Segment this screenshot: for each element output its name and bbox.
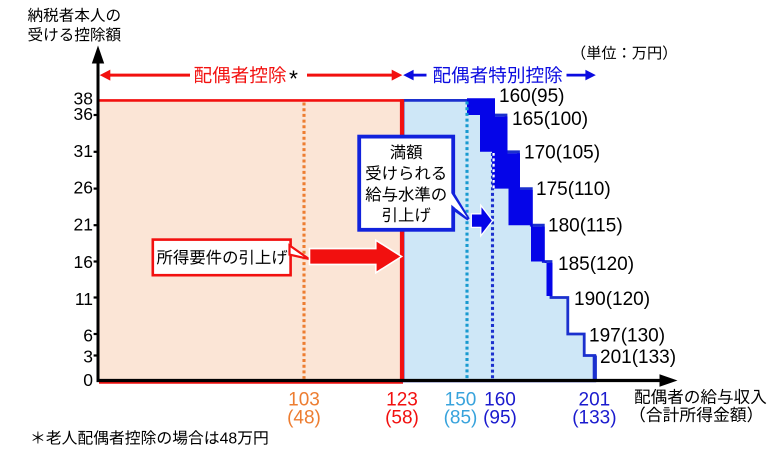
svg-text:(85): (85) [444, 408, 478, 429]
svg-text:11: 11 [75, 289, 93, 309]
svg-text:197(130): 197(130) [589, 326, 665, 347]
svg-text:0: 0 [83, 370, 93, 390]
svg-text:(58): (58) [385, 408, 419, 429]
svg-text:36: 36 [74, 104, 93, 124]
svg-text:21: 21 [74, 215, 93, 235]
svg-text:(133): (133) [572, 408, 616, 429]
svg-text:6: 6 [83, 325, 93, 345]
svg-text:170(105): 170(105) [524, 143, 600, 164]
svg-text:*: * [289, 66, 298, 92]
svg-text:31: 31 [74, 141, 93, 161]
svg-text:103: 103 [288, 389, 320, 410]
svg-text:190(120): 190(120) [574, 289, 650, 310]
svg-text:(48): (48) [287, 408, 321, 429]
svg-text:201(133): 201(133) [600, 347, 676, 368]
svg-text:160(95): 160(95) [499, 86, 565, 107]
svg-text:38: 38 [74, 89, 93, 109]
svg-text:(95): (95) [483, 408, 517, 429]
svg-text:185(120): 185(120) [558, 254, 634, 275]
svg-text:180(115): 180(115) [548, 216, 623, 237]
svg-text:123: 123 [386, 389, 418, 410]
svg-text:175(110): 175(110) [536, 179, 611, 200]
svg-text:48: 48 [220, 431, 238, 448]
svg-text:165(100): 165(100) [512, 109, 588, 130]
svg-text:3: 3 [83, 347, 93, 367]
svg-text:150: 150 [445, 389, 477, 410]
svg-text:16: 16 [74, 252, 93, 272]
svg-text:201: 201 [579, 389, 611, 410]
svg-text:26: 26 [74, 178, 93, 198]
svg-text:160: 160 [484, 389, 516, 410]
